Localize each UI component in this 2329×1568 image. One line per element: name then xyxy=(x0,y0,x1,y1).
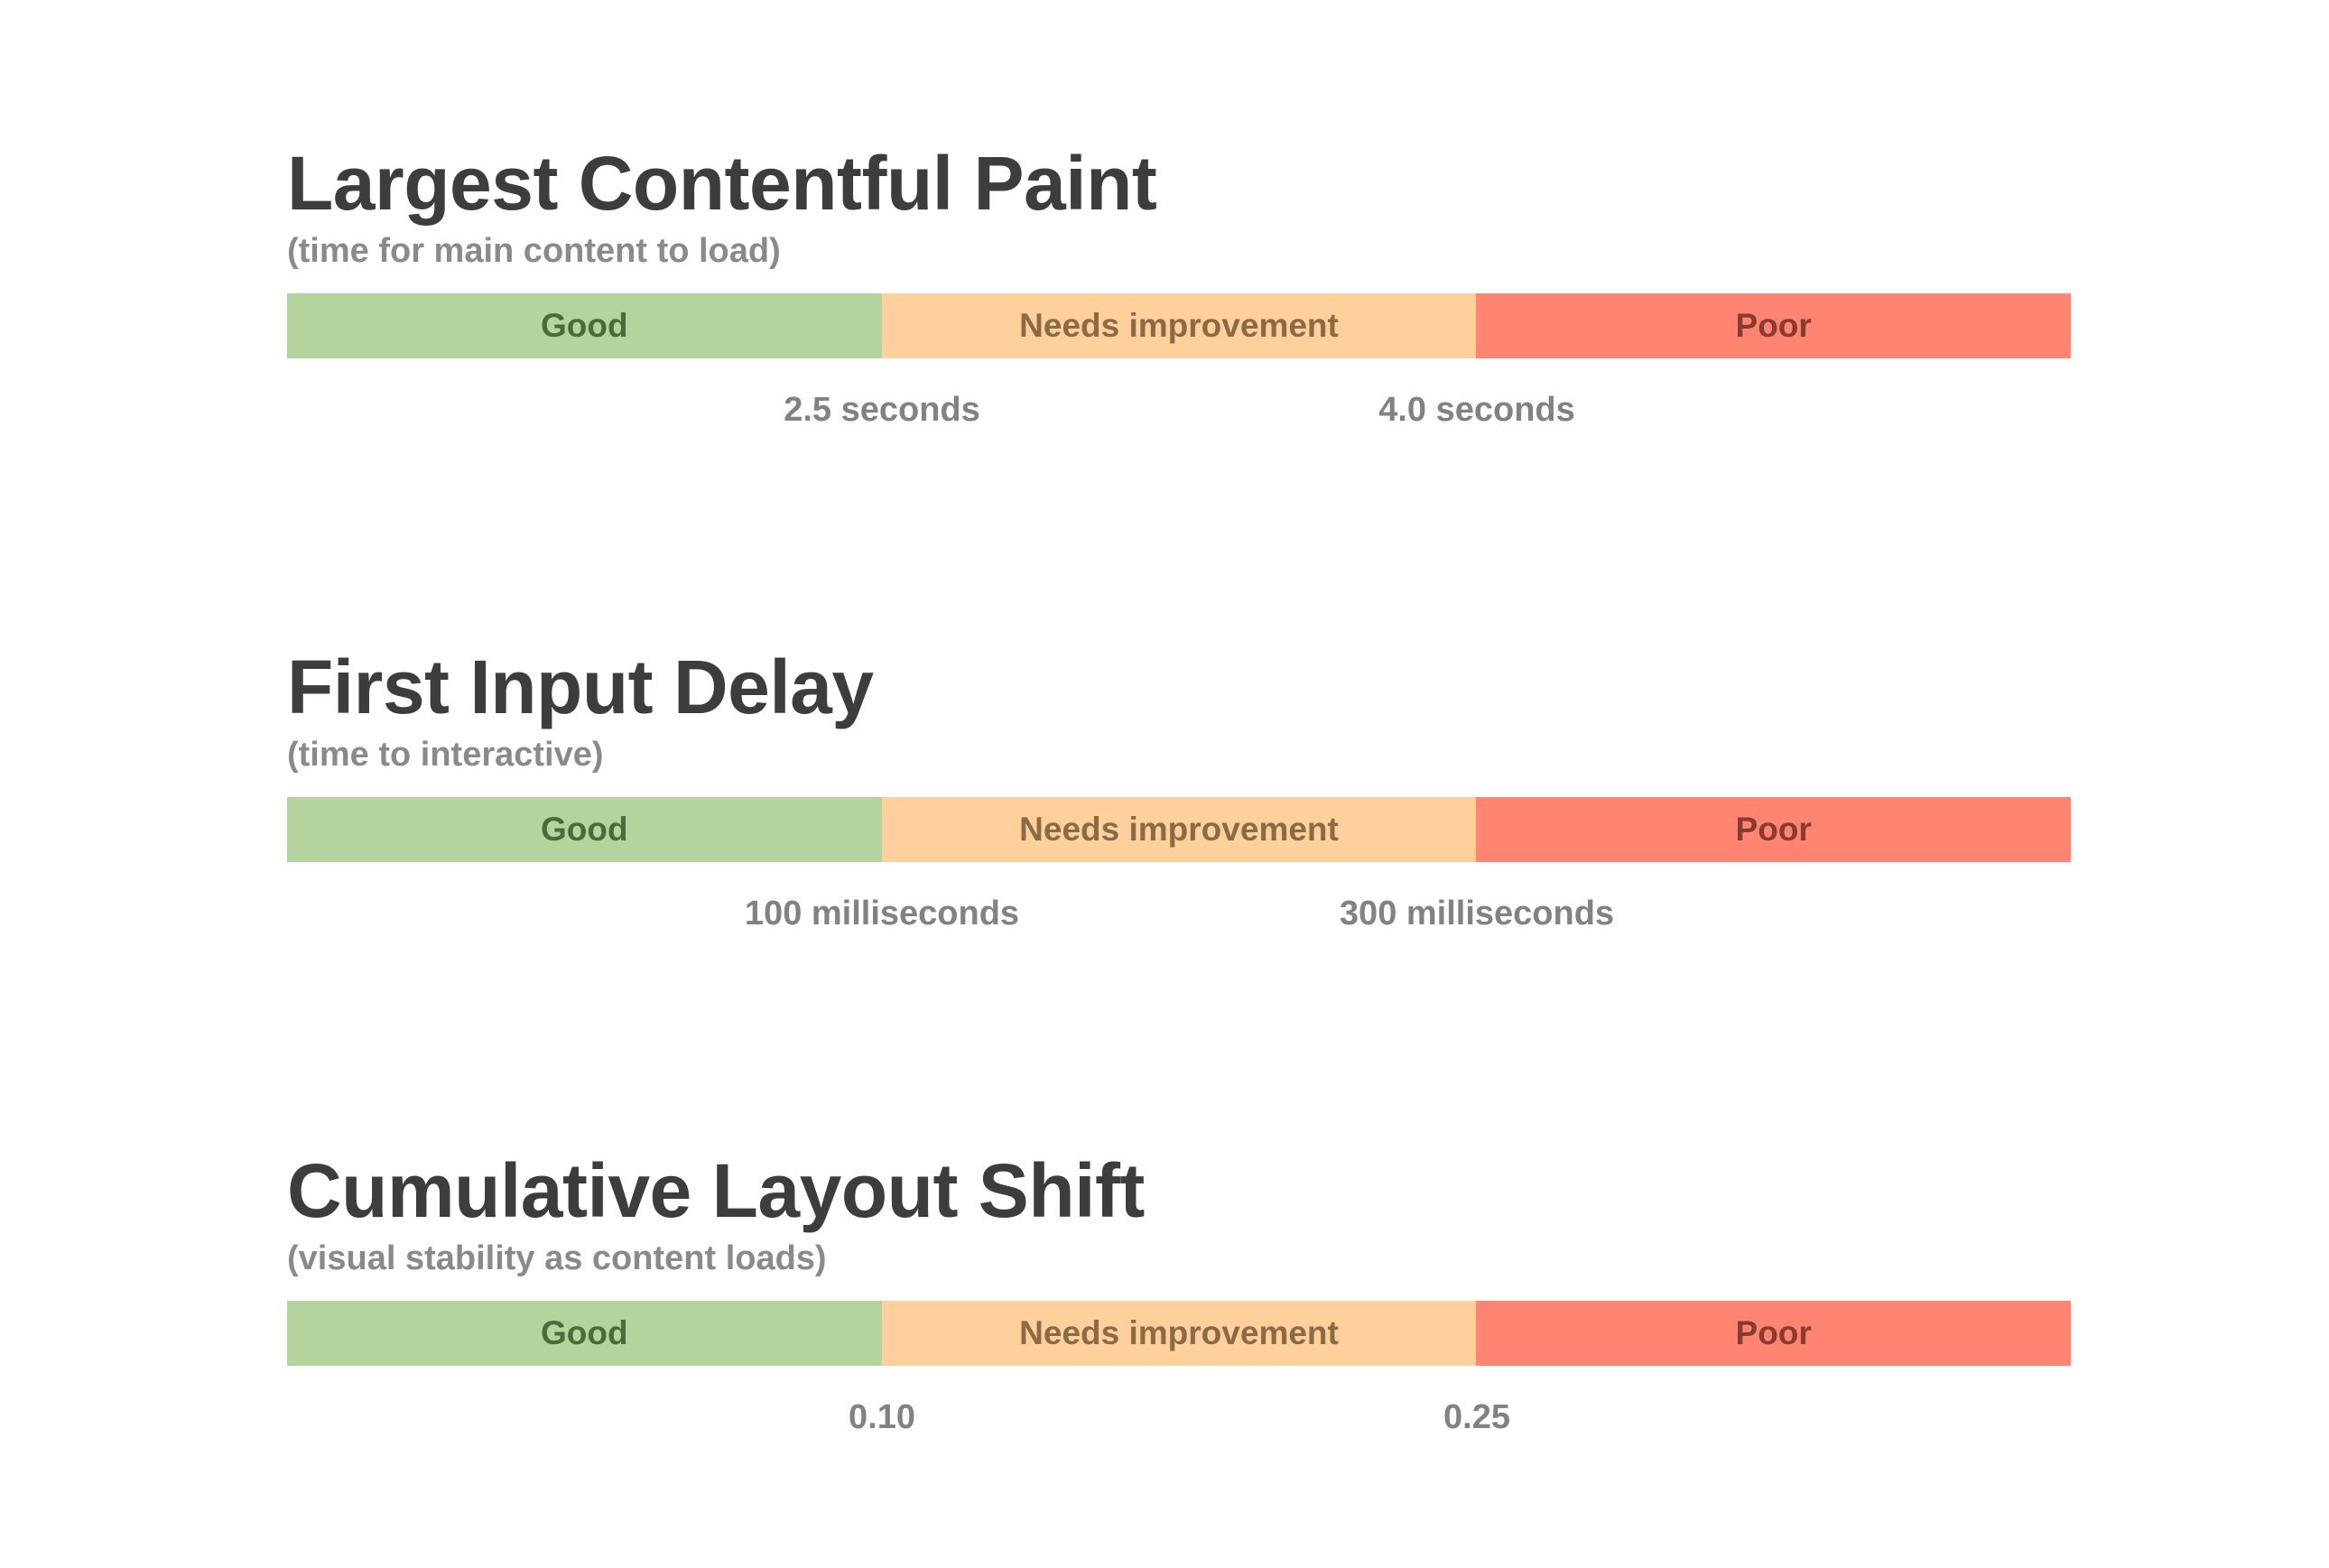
segment-poor: Poor xyxy=(1476,293,2072,358)
threshold-poor-label: 0.25 xyxy=(1443,1398,1510,1436)
threshold-poor-label: 4.0 seconds xyxy=(1378,391,1575,429)
segment-good: Good xyxy=(287,293,882,358)
metric-subtitle: (time to interactive) xyxy=(287,736,604,774)
metric-title: First Input Delay xyxy=(287,645,874,729)
rating-scale-bar: Good Needs improvement Poor xyxy=(287,797,2072,862)
metric-cls: Cumulative Layout Shift (visual stabilit… xyxy=(287,1146,2072,1471)
threshold-poor-label: 300 milliseconds xyxy=(1339,895,1615,932)
metric-fid: First Input Delay (time to interactive) … xyxy=(287,642,2072,967)
segment-poor: Poor xyxy=(1476,1301,2072,1366)
rating-scale-bar: Good Needs improvement Poor xyxy=(287,293,2072,358)
metric-lcp: Largest Contentful Paint (time for main … xyxy=(287,138,2072,463)
segment-good: Good xyxy=(287,1301,882,1366)
threshold-good-label: 0.10 xyxy=(849,1398,915,1436)
segment-needs-improvement: Needs improvement xyxy=(881,1301,1477,1366)
metric-subtitle: (visual stability as content loads) xyxy=(287,1239,827,1277)
threshold-good-label: 2.5 seconds xyxy=(784,391,980,429)
metric-title: Largest Contentful Paint xyxy=(287,141,1157,226)
segment-needs-improvement: Needs improvement xyxy=(881,293,1477,358)
segment-poor: Poor xyxy=(1476,797,2072,862)
metric-title: Cumulative Layout Shift xyxy=(287,1148,1145,1233)
segment-needs-improvement: Needs improvement xyxy=(881,797,1477,862)
segment-good: Good xyxy=(287,797,882,862)
threshold-good-label: 100 milliseconds xyxy=(744,895,1020,932)
metric-subtitle: (time for main content to load) xyxy=(287,232,781,270)
rating-scale-bar: Good Needs improvement Poor xyxy=(287,1301,2072,1366)
